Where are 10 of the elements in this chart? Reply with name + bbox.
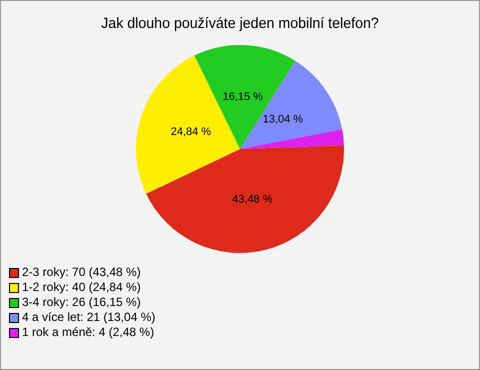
legend-label: 4 a více let: 21 (13,04 %) xyxy=(22,310,156,325)
data-label: 24,84 % xyxy=(170,126,212,138)
legend-label: 3-4 roky: 26 (16,15 %) xyxy=(22,295,141,310)
legend-label: 1-2 roky: 40 (24,84 %) xyxy=(22,280,141,295)
legend-label: 1 rok a méně: 4 (2,48 %) xyxy=(22,325,154,340)
data-label: 43,48 % xyxy=(232,194,273,206)
data-label: 16,15 % xyxy=(222,91,264,104)
data-label: 13,04 % xyxy=(262,114,304,126)
chart-title: Jak dlouho používáte jeden mobilní telefon? xyxy=(101,16,379,32)
legend-label: 2-3 roky: 70 (43,48 %) xyxy=(22,265,141,280)
